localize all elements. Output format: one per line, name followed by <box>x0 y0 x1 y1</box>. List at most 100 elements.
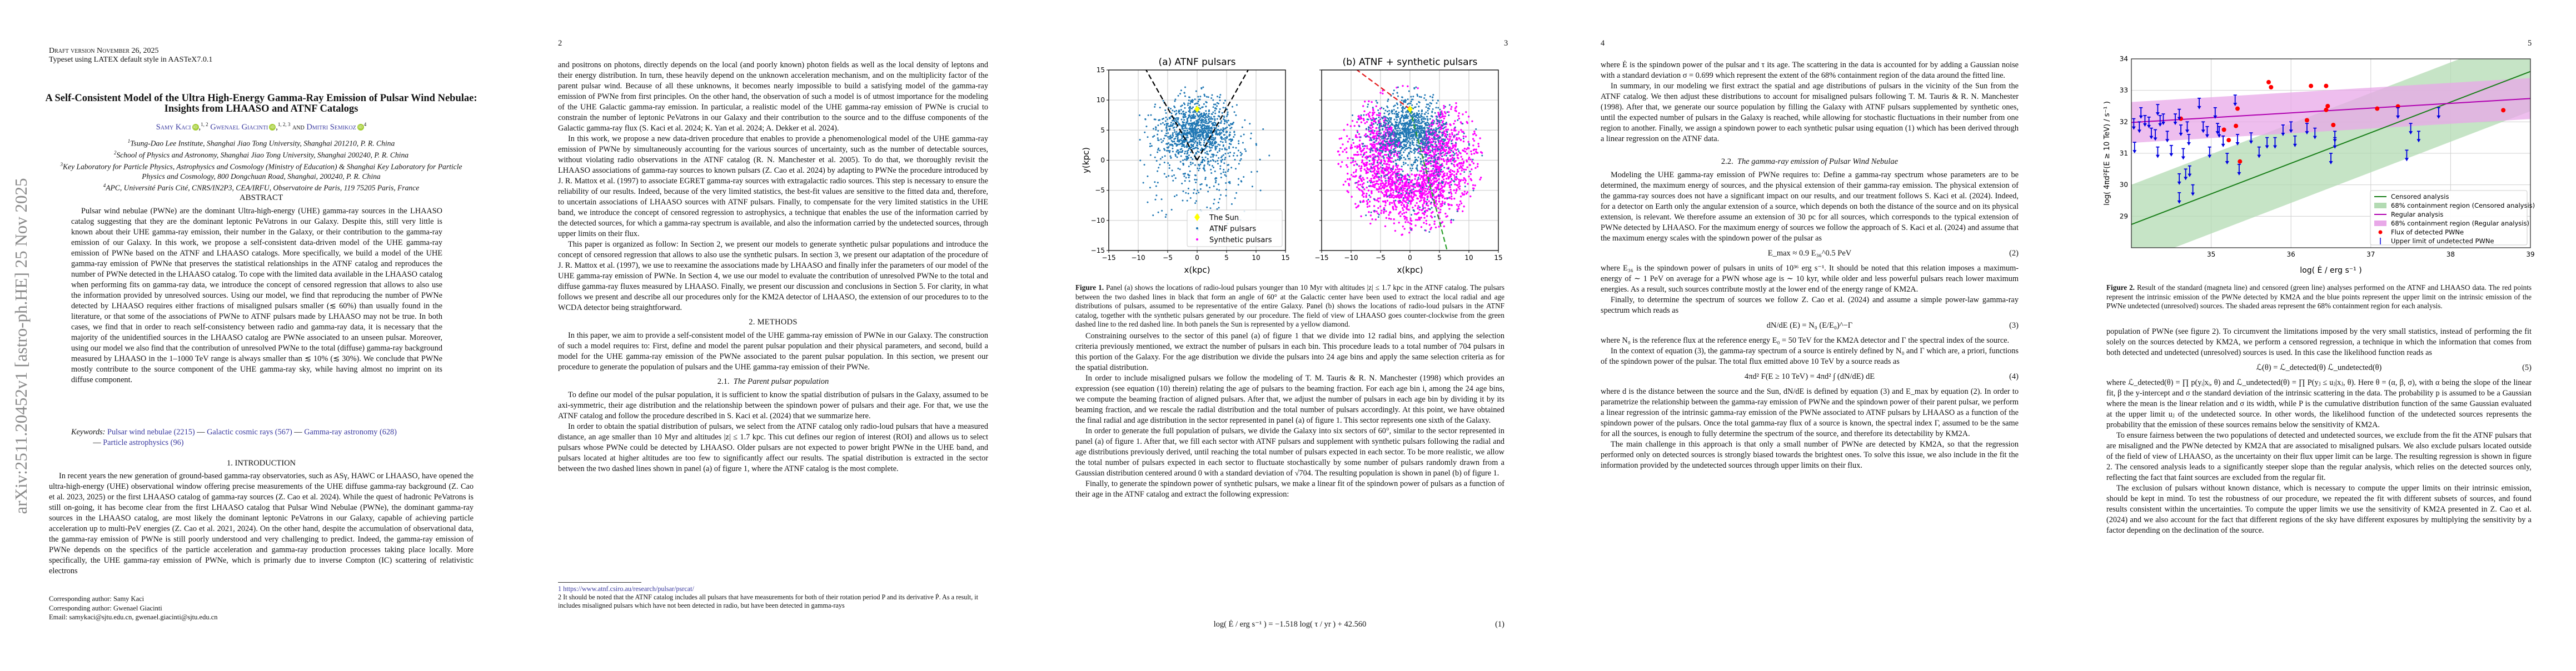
synthetic-pulsar-point <box>1443 149 1445 151</box>
synthetic-pulsar-point <box>1356 169 1357 171</box>
synthetic-pulsar-point <box>1385 129 1387 131</box>
synthetic-pulsar-point <box>1454 183 1456 185</box>
y-tick-label: −10 <box>1091 217 1105 224</box>
atnf-pulsar-point <box>1202 129 1203 131</box>
atnf-pulsar-point <box>1398 112 1399 113</box>
atnf-pulsar-point <box>1193 132 1194 134</box>
synthetic-pulsar-point <box>1392 172 1394 173</box>
atnf-pulsar-point <box>1469 171 1471 172</box>
synthetic-pulsar-point <box>1406 204 1408 206</box>
atnf-pulsar-point <box>1428 154 1430 156</box>
atnf-pulsar-point <box>1184 116 1186 118</box>
synthetic-pulsar-point <box>1387 167 1389 168</box>
atnf-pulsar-point <box>1170 122 1172 123</box>
synthetic-pulsar-point <box>1423 171 1424 172</box>
atnf-pulsar-point <box>1172 148 1173 149</box>
synthetic-pulsar-point <box>1374 145 1376 147</box>
synthetic-pulsar-point <box>1436 203 1438 205</box>
synthetic-pulsar-point <box>1382 93 1383 94</box>
atnf-pulsar-point <box>1228 120 1229 122</box>
atnf-pulsar-point <box>1389 157 1391 158</box>
synthetic-pulsar-point <box>1421 176 1423 177</box>
synthetic-pulsar-point <box>1381 179 1382 181</box>
synthetic-pulsar-point <box>1471 168 1472 170</box>
synthetic-pulsar-point <box>1373 112 1375 113</box>
atnf-pulsar-point <box>1401 114 1402 116</box>
atnf-pulsar-point <box>1152 214 1154 216</box>
atnf-pulsar-point <box>1419 184 1421 186</box>
synthetic-pulsar-point <box>1380 177 1382 178</box>
synthetic-pulsar-point <box>1368 189 1369 191</box>
atnf-pulsar-point <box>1433 129 1434 131</box>
synthetic-pulsar-point <box>1367 206 1368 208</box>
synthetic-pulsar-point <box>1354 203 1356 204</box>
synthetic-pulsar-point <box>1407 196 1408 198</box>
atnf-pulsar-point <box>1195 182 1197 183</box>
synthetic-pulsar-point <box>1446 178 1447 179</box>
synthetic-pulsar-point <box>1350 125 1352 127</box>
atnf-pulsar-point <box>1399 158 1401 159</box>
atnf-pulsar-point <box>1203 121 1204 123</box>
atnf-pulsar-point <box>1398 121 1400 123</box>
atnf-pulsar-point <box>1175 136 1177 137</box>
synthetic-pulsar-point <box>1434 204 1436 206</box>
atnf-pulsar-point <box>1468 143 1470 144</box>
synthetic-pulsar-point <box>1344 181 1346 182</box>
atnf-pulsar-point <box>1213 203 1214 204</box>
atnf-pulsar-point <box>1228 182 1229 183</box>
atnf-pulsar-point <box>1162 140 1164 142</box>
atnf-pulsar-point <box>1383 113 1385 114</box>
atnf-pulsar-point <box>1218 183 1219 185</box>
atnf-pulsar-point <box>1457 211 1458 212</box>
atnf-pulsar-point <box>1220 141 1222 142</box>
synthetic-pulsar-point <box>1342 143 1343 145</box>
atnf-pulsar-point <box>1207 135 1209 137</box>
atnf-pulsar-point <box>1144 132 1145 133</box>
atnf-pulsar-point <box>1241 153 1243 155</box>
atnf-pulsar-point <box>1463 171 1465 173</box>
atnf-pulsar-point <box>1388 113 1390 114</box>
atnf-pulsar-point <box>1401 193 1402 194</box>
atnf-pulsar-point <box>1190 147 1192 148</box>
atnf-pulsar-point <box>1207 133 1209 134</box>
atnf-pulsar-point <box>1185 124 1187 126</box>
synthetic-pulsar-point <box>1348 138 1350 139</box>
atnf-pulsar-point <box>1219 99 1221 101</box>
atnf-pulsar-point <box>1386 117 1388 119</box>
synthetic-pulsar-point <box>1433 183 1435 184</box>
atnf-pulsar-point <box>1401 154 1403 156</box>
synthetic-pulsar-point <box>1467 147 1468 149</box>
atnf-pulsar-point <box>1220 122 1222 124</box>
atnf-pulsar-point <box>1161 198 1163 200</box>
atnf-pulsar-point <box>1183 122 1185 123</box>
synthetic-pulsar-point <box>1395 208 1397 210</box>
atnf-pulsar-point <box>1408 91 1410 92</box>
atnf-pulsar-point <box>1172 151 1174 152</box>
scatter-points <box>1139 70 1270 233</box>
atnf-pulsar-point <box>1168 150 1169 152</box>
atnf-pulsar-point <box>1240 180 1242 182</box>
synthetic-pulsar-point <box>1421 226 1422 228</box>
atnf-pulsar-point <box>1419 207 1421 208</box>
synthetic-pulsar-point <box>1363 193 1364 194</box>
x-tick-label: 15 <box>1281 254 1289 262</box>
atnf-pulsar-point <box>1407 164 1409 166</box>
atnf-pulsar-point <box>1417 178 1419 180</box>
synthetic-pulsar-point <box>1362 105 1364 107</box>
atnf-pulsar-point <box>1208 119 1209 121</box>
synthetic-pulsar-point <box>1402 202 1403 204</box>
atnf-pulsar-point <box>1438 176 1440 177</box>
atnf-pulsar-point <box>1396 141 1397 142</box>
synthetic-pulsar-point <box>1382 201 1384 202</box>
synthetic-pulsar-point <box>1462 179 1464 181</box>
atnf-pulsar-point <box>1432 148 1433 150</box>
fov-boundary-red-line <box>1357 70 1410 109</box>
synthetic-pulsar-point <box>1459 201 1461 202</box>
atnf-pulsar-point <box>1184 107 1185 109</box>
atnf-pulsar-point <box>1179 113 1180 114</box>
atnf-pulsar-point <box>1180 149 1182 151</box>
atnf-pulsar-point <box>1199 143 1200 145</box>
synthetic-pulsar-point <box>1478 146 1479 147</box>
atnf-pulsar-point <box>1440 112 1442 113</box>
atnf-pulsar-point <box>1192 107 1194 108</box>
